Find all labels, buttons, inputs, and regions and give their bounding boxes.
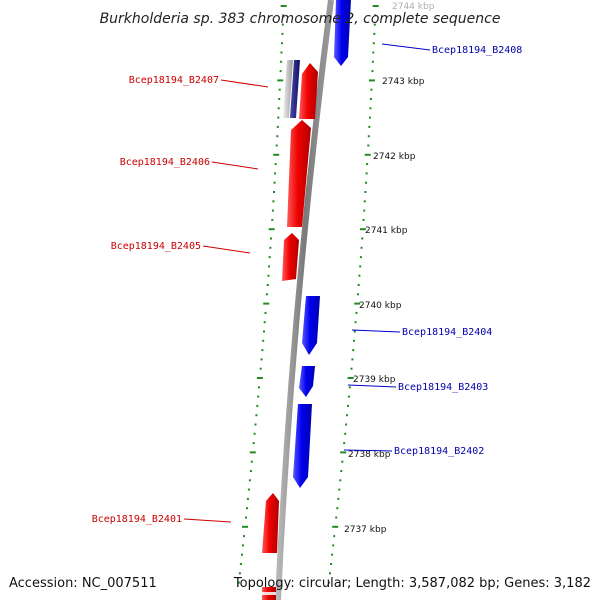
accession-text: Accession: NC_007511	[9, 576, 157, 591]
label-leader	[202, 245, 251, 254]
gene-arrow-b2407	[299, 63, 318, 119]
label-leader	[351, 329, 401, 333]
gene-label: Bcep18194_B2402	[394, 446, 484, 457]
map-title: Burkholderia sp. 383 chromosome 2, compl…	[100, 11, 501, 27]
gene-label: Bcep18194_B2407	[129, 75, 219, 86]
topology-text: Topology: circular; Length: 3,587,082 bp…	[233, 576, 591, 591]
gene-arrow-b2401	[262, 493, 279, 553]
gene-label: Bcep18194_B2406	[120, 157, 210, 168]
label-leader	[211, 161, 259, 170]
scale-label: 2740 kbp	[359, 301, 402, 311]
label-leader	[343, 449, 393, 452]
label-leader	[381, 43, 431, 51]
outer-tick-ring	[328, 5, 379, 584]
genome-backbone	[275, 0, 334, 600]
gene-label: Bcep18194_B2408	[432, 45, 522, 56]
scale-label: 2743 kbp	[382, 77, 425, 87]
scale-label: 2738 kbp	[348, 450, 391, 460]
gene-arrow-b2405	[282, 233, 299, 281]
gene-arrow-b2408	[334, 0, 351, 66]
scale-label: 2737 kbp	[344, 525, 387, 535]
gene-feature-navy	[290, 60, 300, 118]
gene-label: Bcep18194_B2403	[398, 382, 488, 393]
gene-arrow-b2403	[299, 366, 315, 397]
gene-arrow-b2402	[293, 404, 312, 488]
scale-label: 2742 kbp	[373, 152, 416, 162]
label-leader	[220, 79, 269, 88]
gene-label: Bcep18194_B2404	[402, 327, 492, 338]
gene-arrow-b2404	[302, 296, 320, 355]
scale-label: 2744 kbp	[392, 2, 435, 12]
gene-label: Bcep18194_B2405	[111, 241, 201, 252]
scale-label: 2739 kbp	[353, 375, 396, 385]
gene-label: Bcep18194_B2401	[92, 514, 182, 525]
gene-arrow-b2406	[287, 120, 311, 227]
label-leader	[347, 384, 397, 388]
scale-label: 2741 kbp	[365, 226, 408, 236]
gene-feature-grey	[283, 60, 293, 118]
label-leader	[183, 518, 232, 523]
inner-tick-ring	[237, 5, 287, 584]
